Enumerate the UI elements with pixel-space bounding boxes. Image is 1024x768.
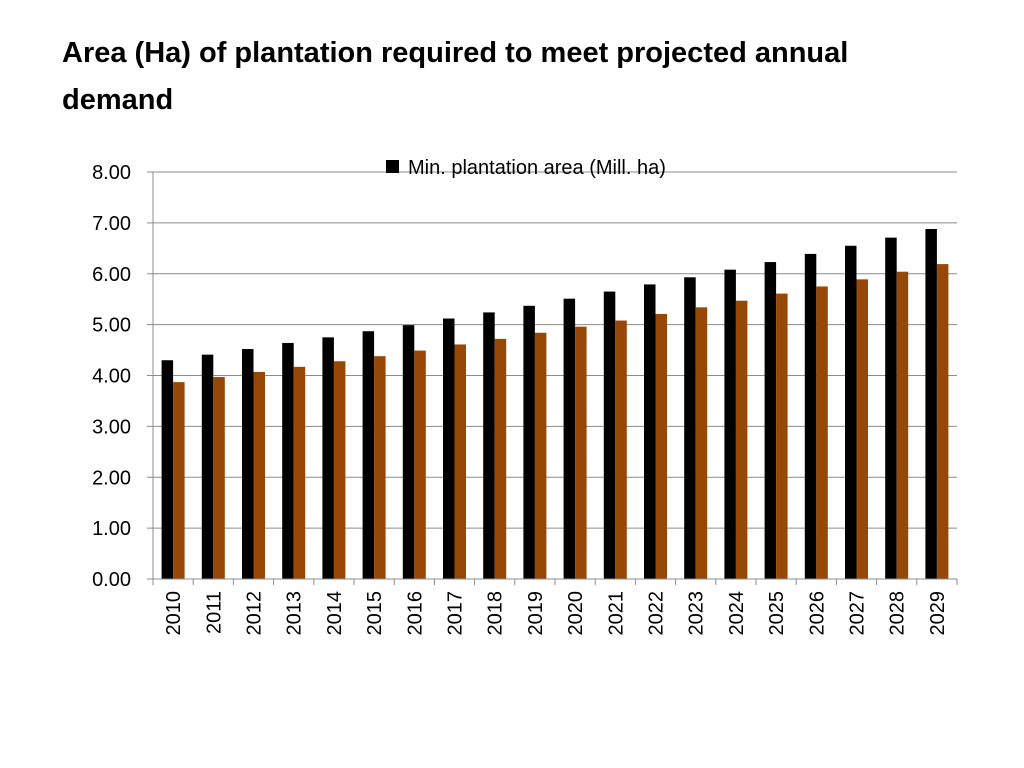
bar-min-plantation-area xyxy=(724,269,736,579)
bar-series-2 xyxy=(173,382,185,579)
bar-min-plantation-area xyxy=(563,298,576,579)
bar-series-2 xyxy=(655,313,667,579)
axes xyxy=(147,171,958,585)
x-tick-label: 2029 xyxy=(927,591,949,636)
y-tick-labels: 0.00 1.00 2.00 3.00 4.00 5.00 6.00 7.00 8.00 xyxy=(92,162,131,591)
y-tick-label: 3.00 xyxy=(92,416,131,438)
x-tick-label: 2022 xyxy=(646,591,668,636)
y-tick-label: 7.00 xyxy=(92,213,131,235)
legend-swatch xyxy=(386,160,399,173)
bar-series-2 xyxy=(615,320,627,579)
bar-min-plantation-area xyxy=(684,277,696,579)
bar-series-2 xyxy=(735,300,748,579)
bars xyxy=(161,228,949,580)
x-tick-label: 2017 xyxy=(445,591,467,636)
bar-series-2 xyxy=(896,271,909,579)
bar-min-plantation-area xyxy=(845,245,857,580)
bar-min-plantation-area xyxy=(201,354,214,579)
y-tick-label: 1.00 xyxy=(92,518,131,540)
y-tick-label: 6.00 xyxy=(92,264,131,286)
x-tick-label: 2011 xyxy=(203,591,225,634)
y-tick-label: 0.00 xyxy=(92,569,131,591)
bar-series-2 xyxy=(414,350,426,579)
y-tick-label: 4.00 xyxy=(92,366,131,388)
x-tick-label: 2025 xyxy=(766,591,788,636)
bar-min-plantation-area xyxy=(402,325,415,579)
bar-min-plantation-area xyxy=(443,318,455,579)
x-tick-label: 2010 xyxy=(163,591,185,636)
bar-min-plantation-area xyxy=(925,228,937,580)
bar-series-2 xyxy=(494,338,507,579)
bar-series-2 xyxy=(856,279,868,579)
y-tick-label: 8.00 xyxy=(92,162,131,184)
x-tick-label: 2021 xyxy=(605,591,627,636)
bar-min-plantation-area xyxy=(603,291,616,579)
y-tick-label: 2.00 xyxy=(92,467,131,489)
bar-min-plantation-area xyxy=(161,360,174,579)
bar-series-2 xyxy=(816,286,828,579)
bar-series-2 xyxy=(454,344,466,579)
x-tick-label: 2024 xyxy=(726,591,748,636)
bar-min-plantation-area xyxy=(362,331,375,579)
bar-series-2 xyxy=(333,361,346,579)
x-tick-label: 2014 xyxy=(324,591,346,636)
bar-min-plantation-area xyxy=(764,262,777,579)
bar-series-2 xyxy=(293,366,306,579)
gridlines xyxy=(153,171,957,529)
bar-min-plantation-area xyxy=(804,253,817,579)
slide-title: Area (Ha) of plantation required to meet… xyxy=(62,37,849,116)
x-tick-label: 2020 xyxy=(565,591,587,636)
bar-min-plantation-area xyxy=(885,237,897,579)
x-tick-label: 2027 xyxy=(847,591,869,636)
bar-min-plantation-area xyxy=(523,305,535,579)
bar-series-2 xyxy=(776,293,788,579)
bar-series-2 xyxy=(213,377,225,579)
y-tick-label: 5.00 xyxy=(92,315,131,337)
x-tick-label: 2018 xyxy=(485,591,507,636)
bar-min-plantation-area xyxy=(644,284,656,579)
bar-series-2 xyxy=(534,332,547,579)
bar-min-plantation-area xyxy=(282,342,294,579)
bar-series-2 xyxy=(253,371,265,579)
legend: Min. plantation area (Mill. ha) xyxy=(386,157,666,179)
x-tick-label: 2013 xyxy=(284,591,306,636)
x-tick-label: 2012 xyxy=(244,591,266,636)
legend-label: Min. plantation area (Mill. ha) xyxy=(408,157,666,179)
x-tick-labels: 2010 2011 2012 2013 2014 2015 2016 2017 2018 2019… xyxy=(163,591,949,636)
bar-series-2 xyxy=(374,356,386,579)
x-tick-label: 2028 xyxy=(887,591,909,636)
bar-series-2 xyxy=(936,264,949,579)
x-tick-label: 2019 xyxy=(525,591,547,636)
bar-min-plantation-area xyxy=(242,349,254,579)
bar-min-plantation-area xyxy=(483,312,495,579)
bar-series-2 xyxy=(695,307,708,579)
x-tick-label: 2026 xyxy=(806,591,828,636)
bar-min-plantation-area xyxy=(322,337,334,579)
x-tick-label: 2016 xyxy=(404,591,426,636)
x-tick-label: 2015 xyxy=(364,591,386,636)
x-tick-label: 2023 xyxy=(686,591,708,636)
bar-series-2 xyxy=(575,326,587,579)
